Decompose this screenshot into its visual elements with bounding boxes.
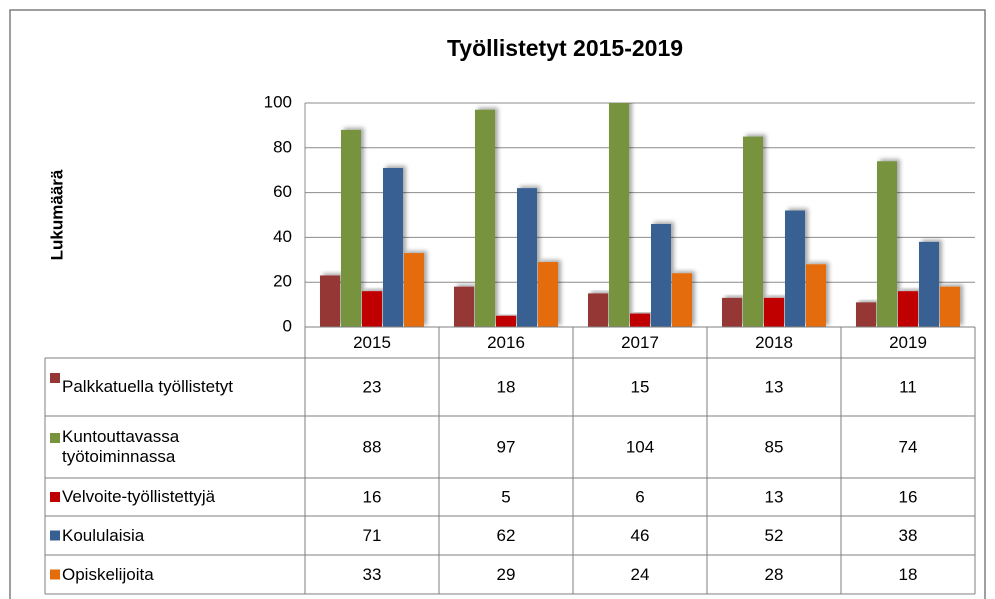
table-value: 97 xyxy=(497,437,516,456)
y-axis-label: Lukumäärä xyxy=(47,169,66,260)
table-value: 15 xyxy=(631,377,650,396)
table-value: 29 xyxy=(497,565,516,584)
bar xyxy=(320,275,340,327)
table-value: 28 xyxy=(765,565,784,584)
bar xyxy=(383,167,403,327)
bar xyxy=(517,188,537,327)
legend-swatch xyxy=(50,569,60,580)
bar xyxy=(806,264,826,327)
table-value: 88 xyxy=(363,437,382,456)
bar xyxy=(940,286,960,327)
bar xyxy=(341,129,361,327)
table-value: 16 xyxy=(899,487,918,506)
table-value: 13 xyxy=(765,377,784,396)
bar xyxy=(722,297,742,327)
bar xyxy=(743,136,763,327)
legend-label: Velvoite-työllistettyjä xyxy=(62,487,216,506)
table-value: 24 xyxy=(631,565,650,584)
table-value: 104 xyxy=(626,437,654,456)
legend-label-box: Velvoite-työllistettyjä xyxy=(62,487,216,506)
legend-label: Kuntouttavassa työtoiminnassa xyxy=(62,427,180,466)
table-value: 6 xyxy=(635,487,644,506)
bar xyxy=(454,286,474,327)
x-tick-label: 2017 xyxy=(621,333,659,352)
bar xyxy=(496,315,516,327)
legend-swatch xyxy=(50,492,60,502)
bar xyxy=(362,291,382,327)
legend-label-box: Koululaisia xyxy=(62,525,145,545)
legend-swatch xyxy=(50,373,60,383)
bars xyxy=(320,103,960,327)
bar xyxy=(630,313,650,327)
bar xyxy=(764,297,784,327)
bar xyxy=(672,273,692,327)
legend-label-box: Palkkatuella työllistetyt xyxy=(62,377,234,396)
bar xyxy=(785,210,805,327)
table-value: 52 xyxy=(765,526,784,545)
table-value: 71 xyxy=(363,526,382,545)
bar xyxy=(856,302,876,327)
table-value: 74 xyxy=(899,437,918,456)
table-value: 16 xyxy=(363,487,382,506)
x-tick-label: 2016 xyxy=(487,333,525,352)
table-value: 23 xyxy=(363,377,382,396)
bar xyxy=(609,103,629,327)
table-value: 62 xyxy=(497,526,516,545)
y-tick-label: 80 xyxy=(273,137,292,156)
y-tick-label: 40 xyxy=(273,227,292,246)
y-tick-label: 60 xyxy=(273,182,292,201)
bar xyxy=(475,109,495,327)
legend-label: Palkkatuella työllistetyt xyxy=(62,377,234,396)
legend-label-box: Kuntouttavassa työtoiminnassa xyxy=(62,427,180,466)
table-value: 13 xyxy=(765,487,784,506)
y-tick-label: 20 xyxy=(273,272,292,291)
x-tick-label: 2018 xyxy=(755,333,793,352)
x-tick-label: 2015 xyxy=(353,333,391,352)
y-tick-label: 100 xyxy=(264,92,292,111)
x-tick-label: 2019 xyxy=(889,333,927,352)
bar xyxy=(651,223,671,327)
bar xyxy=(877,161,897,327)
table-value: 11 xyxy=(899,377,917,396)
table-value: 85 xyxy=(765,437,784,456)
table-value: 33 xyxy=(363,565,382,584)
bar xyxy=(898,291,918,327)
chart-title: Työllistetyt 2015-2019 xyxy=(447,35,683,61)
legend-label-box: Opiskelijoita xyxy=(62,564,154,584)
table-value: 38 xyxy=(899,526,918,545)
y-tick-label: 0 xyxy=(283,316,292,335)
legend-swatch xyxy=(50,530,60,541)
bar xyxy=(404,253,424,327)
legend-swatch xyxy=(50,433,60,443)
table-value: 5 xyxy=(501,487,510,506)
bar xyxy=(919,241,939,327)
legend-label: Koululaisia xyxy=(62,525,145,545)
table-value: 46 xyxy=(631,526,650,545)
table-value: 18 xyxy=(497,377,516,396)
bar xyxy=(538,262,558,327)
bar xyxy=(588,293,608,327)
table-value: 18 xyxy=(899,565,918,584)
legend-label: Opiskelijoita xyxy=(62,564,154,584)
